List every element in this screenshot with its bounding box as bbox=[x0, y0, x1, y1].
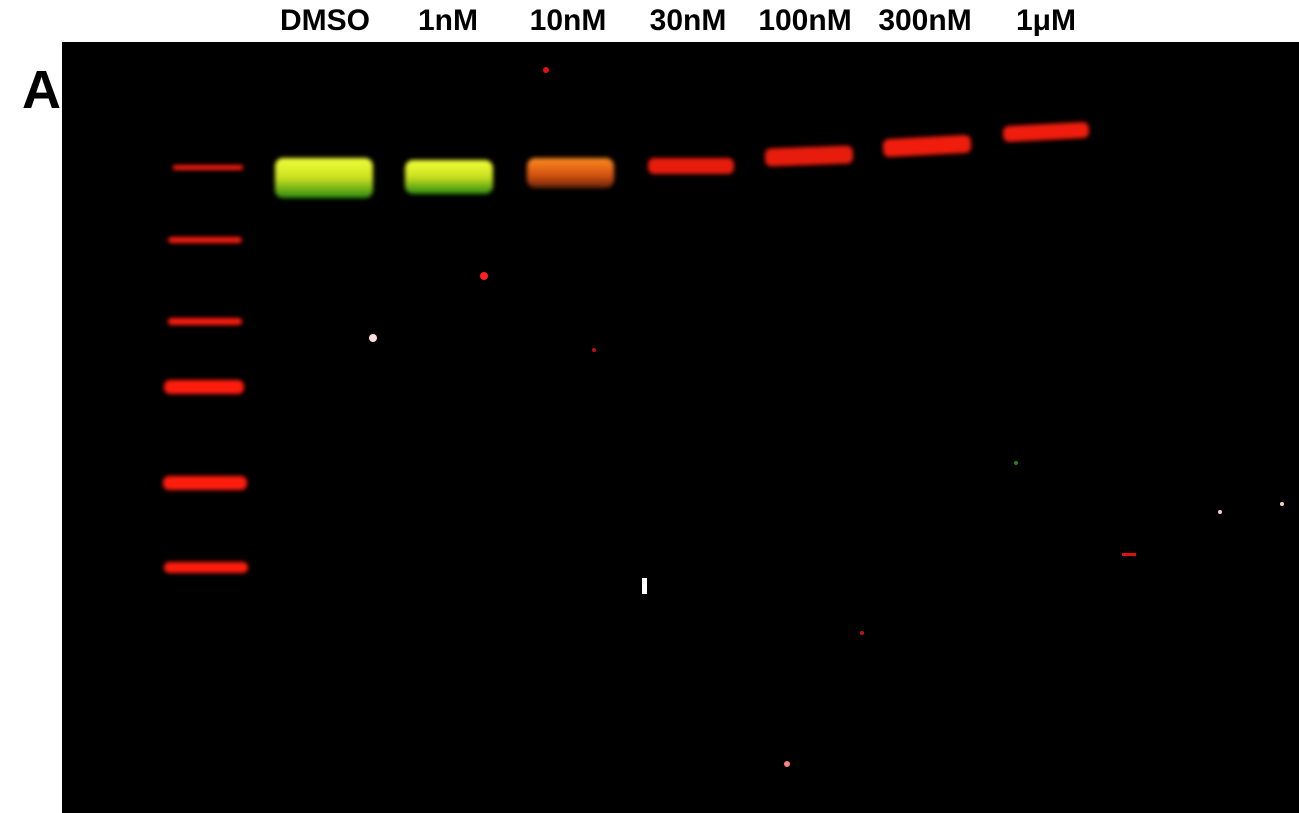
band bbox=[527, 158, 614, 188]
speckle bbox=[642, 578, 647, 594]
lane-label: 30nM bbox=[650, 4, 727, 37]
band bbox=[648, 158, 734, 174]
speckle bbox=[369, 334, 377, 342]
panel-label: A bbox=[22, 60, 61, 120]
ladder-band bbox=[164, 380, 244, 394]
speckle bbox=[1218, 510, 1222, 514]
speckle bbox=[1122, 553, 1136, 556]
speckles bbox=[369, 67, 1284, 767]
ladder-band bbox=[173, 165, 243, 170]
sample-bands bbox=[275, 122, 1090, 198]
speckle bbox=[480, 272, 488, 280]
lane-label: 1μM bbox=[1016, 4, 1076, 37]
speckle bbox=[1280, 502, 1284, 506]
band bbox=[764, 145, 854, 167]
speckle bbox=[543, 67, 549, 73]
band bbox=[1002, 122, 1090, 142]
lane-label: 1nM bbox=[418, 4, 478, 37]
ladder-band bbox=[164, 562, 248, 573]
speckle bbox=[860, 631, 864, 635]
ladder bbox=[163, 165, 248, 573]
band bbox=[405, 160, 493, 194]
speckle bbox=[1014, 461, 1018, 465]
band bbox=[275, 158, 373, 198]
lane-label: 10nM bbox=[530, 4, 607, 37]
ladder-band bbox=[163, 476, 247, 490]
band bbox=[882, 135, 972, 157]
speckle bbox=[592, 348, 596, 352]
lane-labels: DMSO 1nM 10nM 30nM 100nM 300nM 1μM bbox=[280, 4, 1076, 37]
ladder-band bbox=[168, 318, 242, 325]
blot-image bbox=[62, 42, 1299, 813]
speckle bbox=[784, 761, 790, 767]
lane-label: DMSO bbox=[280, 4, 370, 37]
lane-label: 100nM bbox=[758, 4, 851, 37]
ladder-band bbox=[168, 237, 242, 243]
lane-label: 300nM bbox=[878, 4, 971, 37]
